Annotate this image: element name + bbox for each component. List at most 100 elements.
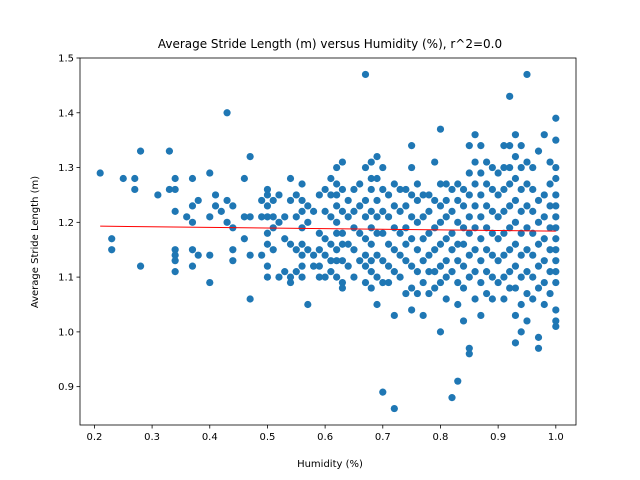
data-point-15 bbox=[171, 251, 179, 259]
x-axis-label: Humidity (%) bbox=[297, 459, 363, 470]
data-point-331 bbox=[511, 311, 520, 320]
data-point-220 bbox=[431, 196, 439, 205]
data-point-52 bbox=[263, 202, 272, 210]
data-point-188 bbox=[402, 202, 410, 210]
data-point-279 bbox=[477, 169, 485, 177]
data-point-248 bbox=[454, 218, 462, 226]
x-tick-label-4: 0.6 bbox=[317, 432, 333, 443]
data-point-358 bbox=[534, 147, 543, 155]
data-point-70 bbox=[286, 240, 295, 248]
data-point-373 bbox=[546, 158, 554, 166]
data-point-35 bbox=[223, 218, 231, 226]
data-point-241 bbox=[448, 207, 456, 215]
data-point-356 bbox=[529, 273, 537, 281]
data-point-271 bbox=[471, 158, 479, 166]
data-point-394 bbox=[552, 317, 560, 325]
data-point-329 bbox=[511, 262, 520, 270]
data-point-14 bbox=[171, 246, 179, 254]
data-point-345 bbox=[523, 202, 531, 210]
data-point-390 bbox=[552, 257, 560, 265]
data-point-257 bbox=[459, 240, 468, 248]
data-point-266 bbox=[465, 251, 473, 259]
data-point-163 bbox=[379, 163, 387, 172]
data-point-145 bbox=[361, 278, 370, 287]
data-point-384 bbox=[552, 191, 560, 199]
data-point-335 bbox=[517, 185, 525, 194]
data-point-249 bbox=[454, 240, 462, 248]
data-point-156 bbox=[373, 174, 381, 183]
data-point-225 bbox=[436, 125, 445, 133]
data-point-2 bbox=[108, 246, 116, 254]
data-point-199 bbox=[408, 284, 416, 292]
data-point-264 bbox=[465, 213, 473, 221]
y-tick-label-2: 1.1 bbox=[58, 273, 74, 284]
data-point-179 bbox=[390, 268, 398, 276]
data-point-325 bbox=[511, 174, 520, 183]
data-point-98 bbox=[321, 207, 329, 215]
data-point-182 bbox=[396, 185, 404, 194]
data-point-203 bbox=[413, 218, 421, 226]
data-point-19 bbox=[188, 174, 197, 183]
data-point-260 bbox=[459, 317, 468, 325]
data-point-7 bbox=[136, 262, 145, 270]
data-point-361 bbox=[534, 240, 543, 248]
data-point-4 bbox=[131, 174, 139, 183]
data-point-383 bbox=[552, 174, 560, 183]
data-point-302 bbox=[494, 213, 502, 221]
data-point-299 bbox=[488, 295, 496, 303]
data-point-364 bbox=[534, 333, 543, 341]
data-points bbox=[96, 70, 560, 413]
data-point-213 bbox=[425, 191, 433, 199]
data-point-322 bbox=[506, 284, 514, 292]
data-point-240 bbox=[448, 185, 456, 194]
data-point-109 bbox=[333, 180, 341, 188]
data-point-362 bbox=[534, 262, 543, 270]
data-point-104 bbox=[327, 213, 335, 221]
data-point-59 bbox=[269, 213, 277, 221]
data-point-40 bbox=[240, 174, 248, 183]
data-point-186 bbox=[396, 273, 404, 281]
data-point-132 bbox=[350, 246, 358, 254]
data-point-160 bbox=[373, 251, 381, 259]
data-point-116 bbox=[333, 273, 341, 281]
data-point-253 bbox=[454, 377, 462, 385]
data-point-222 bbox=[431, 246, 439, 254]
data-point-62 bbox=[275, 191, 283, 199]
data-point-273 bbox=[471, 202, 479, 210]
data-point-381 bbox=[552, 136, 560, 144]
data-point-187 bbox=[402, 185, 410, 194]
data-point-38 bbox=[229, 246, 237, 254]
data-point-338 bbox=[517, 251, 525, 259]
plot-area bbox=[79, 57, 577, 426]
data-point-119 bbox=[338, 207, 347, 215]
data-point-349 bbox=[523, 289, 531, 298]
data-point-108 bbox=[333, 163, 341, 172]
data-point-231 bbox=[436, 278, 445, 287]
data-point-49 bbox=[258, 251, 266, 259]
data-point-79 bbox=[298, 207, 306, 215]
data-point-138 bbox=[361, 70, 370, 79]
data-point-121 bbox=[338, 240, 347, 248]
data-point-149 bbox=[367, 207, 375, 215]
data-point-285 bbox=[477, 311, 485, 320]
data-point-379 bbox=[546, 289, 554, 298]
data-point-387 bbox=[552, 224, 560, 232]
data-point-6 bbox=[136, 147, 145, 155]
data-point-28 bbox=[206, 251, 214, 259]
data-point-255 bbox=[459, 202, 468, 210]
data-point-72 bbox=[286, 278, 295, 287]
data-point-92 bbox=[315, 191, 323, 199]
data-point-194 bbox=[408, 163, 416, 172]
data-point-100 bbox=[321, 251, 329, 259]
data-point-158 bbox=[373, 213, 381, 221]
data-point-30 bbox=[211, 191, 220, 199]
data-point-41 bbox=[240, 213, 248, 221]
data-point-304 bbox=[494, 257, 502, 265]
data-point-167 bbox=[379, 257, 387, 265]
data-point-0 bbox=[96, 169, 104, 177]
data-point-366 bbox=[540, 131, 548, 139]
data-point-319 bbox=[506, 224, 514, 232]
data-point-209 bbox=[419, 235, 427, 243]
regression-line bbox=[100, 225, 556, 232]
data-point-210 bbox=[419, 257, 427, 265]
